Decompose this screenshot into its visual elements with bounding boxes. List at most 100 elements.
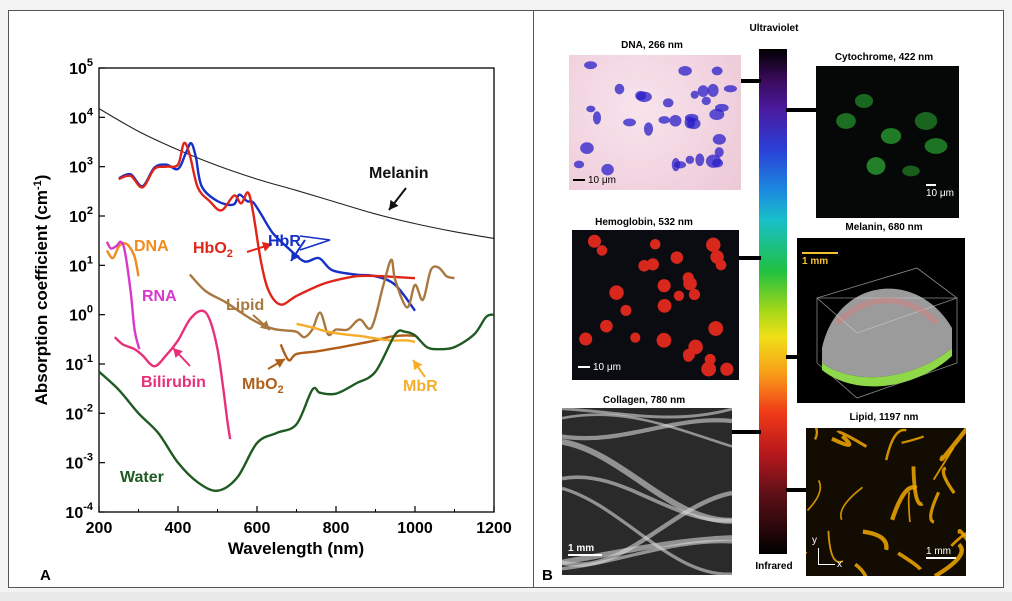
red-blood-cell	[579, 332, 593, 346]
x-tick-label: 600	[244, 520, 271, 537]
red-blood-cell	[704, 353, 716, 365]
curves	[98, 108, 495, 492]
image-hemoglobin: 10 μm	[572, 230, 739, 380]
dna-nucleus	[685, 155, 695, 164]
lipid-strand	[897, 551, 922, 571]
dna-nucleus	[684, 113, 699, 122]
lipid-strand	[890, 485, 918, 521]
red-blood-cell	[683, 351, 694, 362]
label-mbr: MbR	[403, 378, 438, 395]
dna-nucleus	[707, 83, 719, 97]
cytochrome-cell	[902, 165, 920, 177]
curve-hbo2	[118, 141, 416, 306]
dna-nucleus	[573, 160, 585, 169]
dna-nucleus	[669, 114, 682, 127]
lipid-strand	[862, 529, 889, 551]
y-tick-label: 10-4	[65, 501, 93, 522]
y-tick-label: 10-2	[65, 402, 93, 423]
y-tick-label: 104	[69, 106, 94, 127]
red-blood-cell	[688, 339, 703, 355]
lipid-strand	[907, 491, 911, 523]
axis-y-label: y	[812, 535, 817, 546]
axis-x-label: x	[837, 559, 842, 570]
dna-nucleus	[701, 96, 711, 106]
curve-water	[98, 313, 495, 492]
label-bilirubin: Bilirubin	[141, 374, 206, 391]
x-tick-label: 1200	[476, 520, 512, 537]
label-rna: RNA	[142, 288, 177, 305]
x-axis-label: Wavelength (nm)	[228, 539, 364, 558]
x-tick-label: 400	[165, 520, 192, 537]
collagen-fibers	[562, 408, 732, 575]
red-blood-cell	[656, 332, 672, 348]
lipid-network	[806, 428, 966, 576]
caption-collagen: Collagen, 780 nm	[602, 395, 686, 406]
arrow-hbr-head	[291, 250, 301, 261]
connector-dna	[741, 79, 761, 83]
red-blood-cell	[688, 288, 701, 301]
arrow-bilirubin-head	[173, 348, 183, 358]
red-blood-cell	[682, 272, 694, 284]
curve-rna	[105, 240, 141, 350]
image-cytochrome: 10 μm	[816, 66, 959, 218]
curve-mbr	[296, 322, 416, 344]
label-hbo2: HbO2	[193, 240, 233, 260]
arrow-hbo2-head	[261, 241, 272, 252]
curve-mbo2	[279, 334, 416, 362]
arrow-hbr-outline	[299, 235, 331, 251]
lipid-strand	[929, 491, 941, 524]
tissue-base	[822, 348, 952, 387]
red-blood-cell	[708, 321, 724, 336]
bottom-strip	[0, 592, 1012, 601]
axis-arrows	[818, 548, 835, 565]
panel-label-a: A	[40, 567, 51, 584]
arrow-lipid-head	[259, 320, 270, 330]
spectrum-top-label: Ultraviolet	[749, 23, 799, 34]
red-blood-cell	[596, 245, 608, 256]
lipid-strand	[806, 480, 822, 511]
dna-nucleus	[714, 147, 724, 158]
absorption-chart: 200 400 600 800 1000 1200 1051041031021011001…	[32, 57, 512, 584]
red-blood-cell	[657, 279, 671, 293]
x-tick-label: 800	[323, 520, 350, 537]
red-blood-cell	[646, 258, 659, 271]
lipid-strand	[911, 466, 924, 506]
collagen-fiber	[562, 475, 732, 523]
red-blood-cell	[673, 290, 685, 301]
dna-nucleus	[586, 105, 596, 113]
caption-lipid: Lipid, 1197 nm	[849, 412, 919, 423]
caption-melanin: Melanin, 680 nm	[845, 222, 923, 233]
collagen-fiber	[562, 408, 732, 419]
dna-nucleus	[662, 98, 674, 108]
lipid-strand	[901, 435, 925, 444]
lipid-strand	[827, 530, 844, 563]
collagen-fiber	[562, 486, 732, 575]
dna-nucleus	[690, 90, 699, 99]
arrow-melanin-head	[389, 199, 399, 210]
collagen-fiber	[562, 438, 732, 524]
scale-hemoglobin: 10 μm	[578, 362, 621, 373]
scale-collagen: 1 mm	[568, 543, 602, 556]
y-tick-label: 105	[69, 57, 93, 78]
red-blood-cell	[670, 251, 684, 264]
y-ticks: 105 104 103 102 101 100 10-1 10-2 10-3 10-4	[65, 57, 105, 522]
lipid-strand	[950, 532, 966, 547]
curve-bilirubin	[113, 309, 232, 440]
plot-area	[98, 67, 495, 513]
caption-dna: DNA, 266 nm	[621, 40, 683, 51]
image-dna: 10 μm	[569, 55, 741, 190]
red-blood-cell	[587, 234, 601, 248]
lipid-strand	[840, 486, 864, 521]
dna-nucleus	[643, 122, 654, 136]
arrow-mbo2-head	[274, 359, 285, 368]
lipid-strand	[831, 434, 852, 447]
connector-lipid	[786, 488, 808, 492]
dna-nucleus	[584, 61, 598, 70]
red-blood-cell	[620, 304, 632, 316]
lipid-strand	[836, 430, 868, 448]
collagen-fiber	[562, 418, 732, 441]
caption-hemoglobin: Hemoglobin, 532 nm	[595, 217, 693, 228]
red-blood-cell	[701, 361, 717, 377]
arrow-mbr-head	[413, 360, 423, 371]
collagen-fiber	[562, 539, 732, 571]
